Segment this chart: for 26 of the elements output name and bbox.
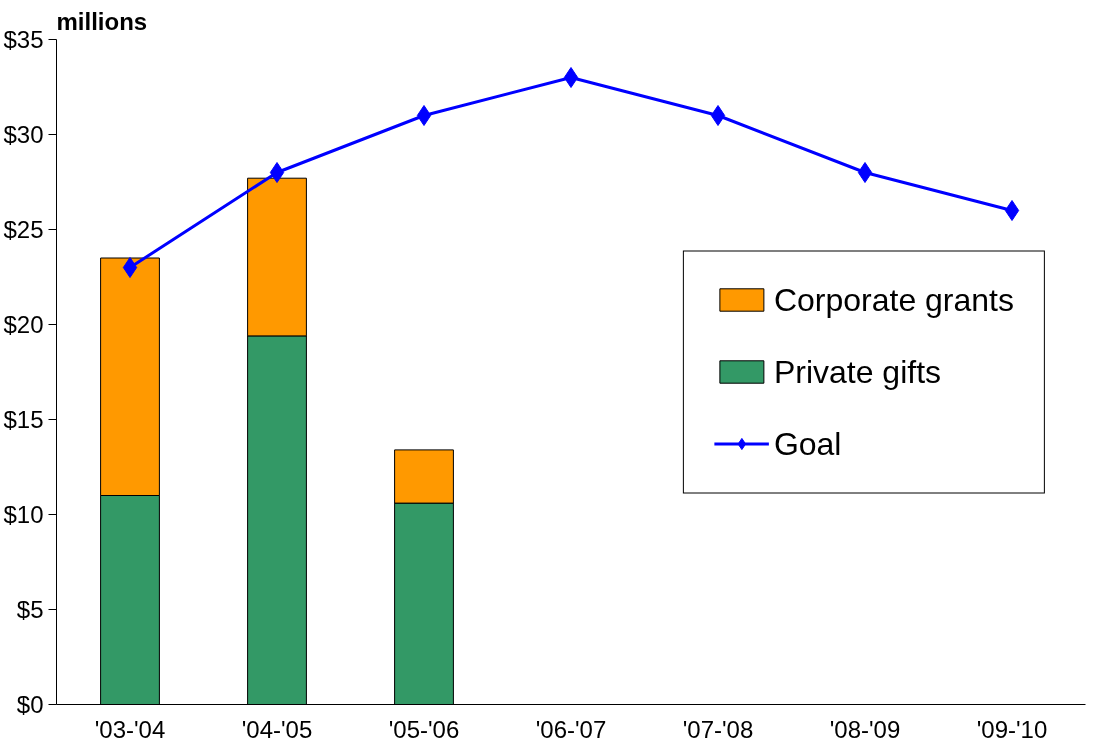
y-tick-label: $0 bbox=[16, 691, 44, 718]
x-tick-label: '07-'08 bbox=[682, 715, 754, 743]
y-tick-label: $25 bbox=[3, 216, 44, 243]
legend-label: Goal bbox=[773, 425, 842, 462]
x-tick-label: '03-'04 bbox=[94, 715, 166, 743]
point bbox=[416, 105, 432, 126]
point bbox=[710, 105, 726, 126]
x-tick-label: '08-'09 bbox=[829, 715, 901, 743]
point bbox=[857, 162, 873, 183]
x-tick-label: '05-'06 bbox=[388, 715, 460, 743]
point bbox=[122, 257, 138, 278]
point bbox=[269, 162, 285, 183]
y-tick-label: $20 bbox=[3, 311, 44, 338]
point bbox=[1004, 200, 1020, 221]
x-tick-label: '09-'10 bbox=[976, 715, 1048, 743]
y-tick-label: $35 bbox=[3, 26, 44, 53]
x-tick-label: '04-'05 bbox=[241, 715, 313, 743]
y-tick-label: $5 bbox=[16, 596, 44, 623]
y-tick-label: $10 bbox=[3, 501, 44, 528]
y-axis-title: millions bbox=[56, 7, 148, 35]
x-tick-label: '06-'07 bbox=[535, 715, 607, 743]
y-tick-label: $15 bbox=[3, 406, 44, 433]
legend-label: Private gifts bbox=[773, 353, 942, 390]
point bbox=[563, 67, 579, 88]
y-tick-label: $30 bbox=[3, 121, 44, 148]
legend-label: Corporate grants bbox=[773, 281, 1014, 318]
